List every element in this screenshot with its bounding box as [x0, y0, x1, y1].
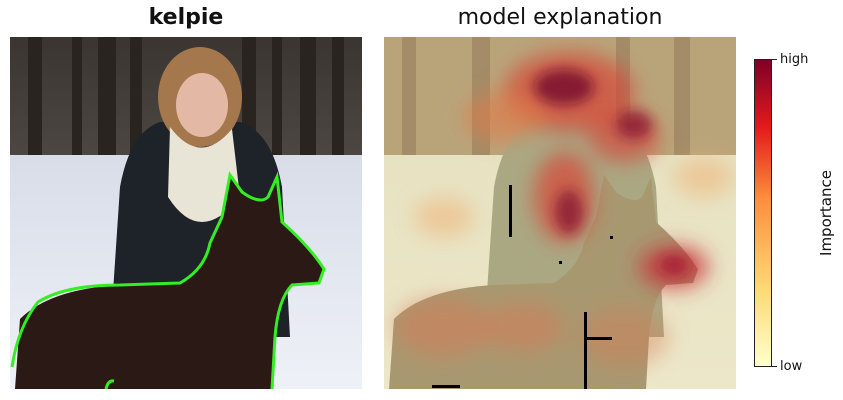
colorbar-label-high: high — [780, 52, 809, 67]
segmentation-outline — [10, 171, 326, 389]
dog-figure — [15, 175, 324, 389]
importance-colorbar — [754, 59, 772, 367]
right-panel-title: model explanation — [457, 5, 663, 30]
left-panel-title: kelpie — [148, 5, 224, 30]
heatmap-drawing — [384, 37, 736, 389]
input-photo-drawing — [10, 37, 362, 389]
colorbar-tick-low — [772, 366, 777, 367]
colorbar-tick-high — [772, 59, 777, 60]
explanation-heatmap — [384, 37, 736, 389]
colorbar-label-low: low — [780, 359, 803, 374]
artifact-marks — [432, 185, 613, 389]
colorbar-axis-label: Importance — [817, 170, 835, 256]
heat-blobs-peak — [534, 69, 688, 275]
input-photo — [10, 37, 362, 389]
segmentation-outline-fragment — [104, 379, 115, 389]
